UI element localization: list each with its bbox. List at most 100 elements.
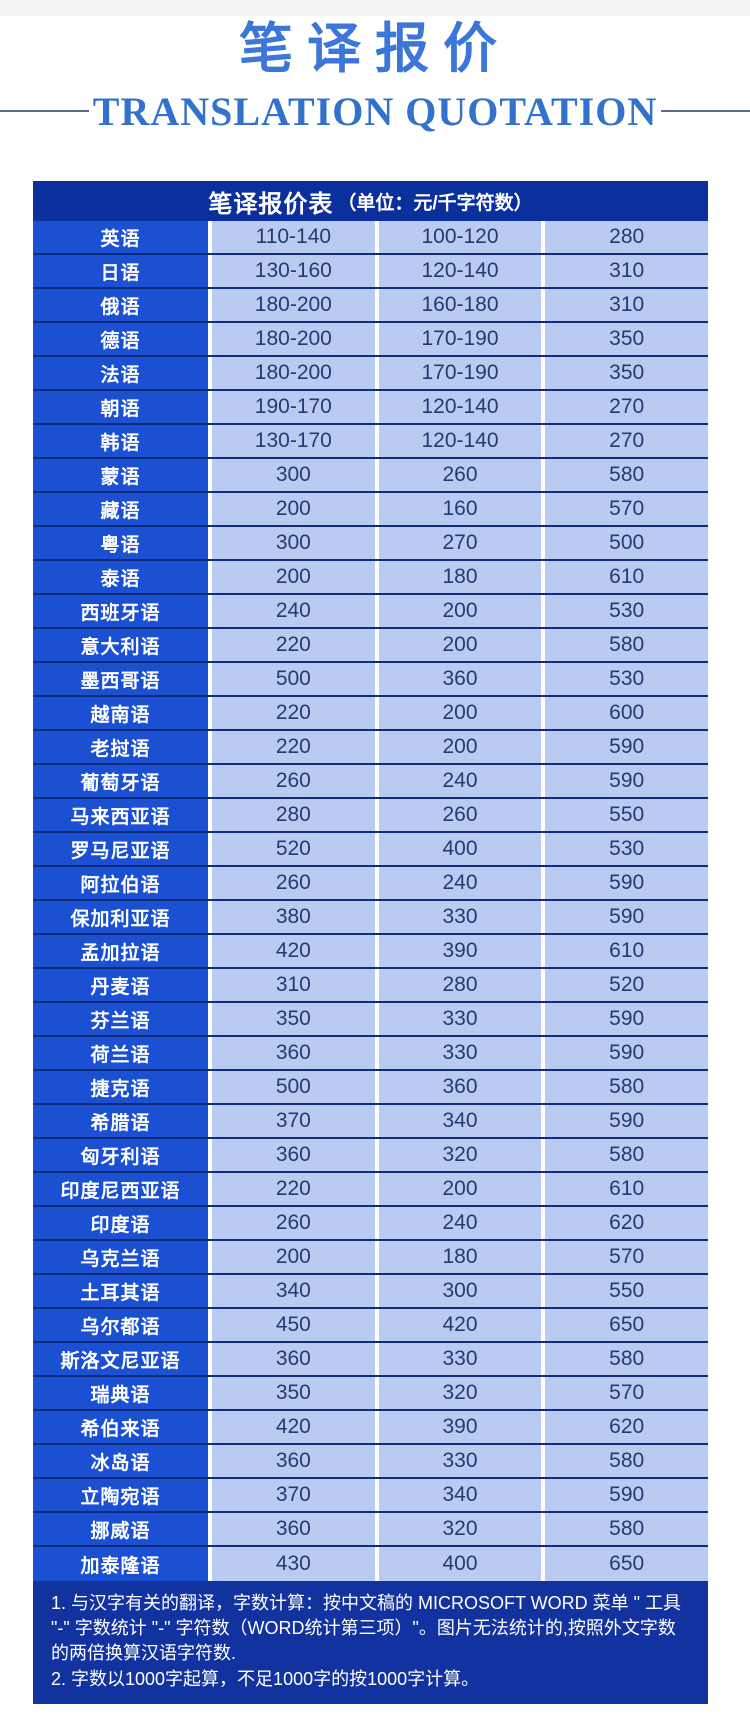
language-cell: 老挝语 — [33, 731, 212, 763]
table-row: 斯洛文尼亚语 360 330 580 — [33, 1343, 709, 1377]
price-cell-2: 390 — [378, 935, 546, 967]
table-row: 法语 180-200 170-190 350 — [33, 357, 709, 391]
table-header-title: 笔译报价表 — [208, 190, 334, 218]
price-cell-2: 270 — [378, 527, 546, 559]
price-cell-1: 450 — [212, 1309, 379, 1341]
table-row: 冰岛语 360 330 580 — [33, 1445, 709, 1479]
price-cell-1: 240 — [212, 595, 379, 627]
price-cell-3: 590 — [545, 1479, 709, 1511]
note-item: 2. 字数以1000字起算，不足1000字的按1000字计算。 — [51, 1668, 480, 1689]
price-cell-2: 300 — [378, 1275, 546, 1307]
table-row: 荷兰语 360 330 590 — [33, 1037, 709, 1071]
price-cell-3: 580 — [545, 1139, 709, 1171]
language-cell: 粤语 — [33, 527, 212, 559]
language-cell: 冰岛语 — [33, 1445, 212, 1477]
language-cell: 匈牙利语 — [33, 1139, 212, 1171]
table-row: 朝语 190-170 120-140 270 — [33, 391, 709, 425]
table-row: 土耳其语 340 300 550 — [33, 1275, 709, 1309]
price-cell-1: 130-160 — [212, 255, 379, 287]
price-cell-3: 580 — [545, 629, 709, 661]
language-cell: 德语 — [33, 323, 212, 355]
price-cell-1: 310 — [212, 969, 379, 1001]
price-cell-2: 400 — [378, 1547, 546, 1581]
language-cell: 日语 — [33, 255, 212, 287]
price-cell-1: 200 — [212, 561, 379, 593]
price-cell-1: 420 — [212, 935, 379, 967]
language-cell: 俄语 — [33, 289, 212, 321]
price-cell-3: 310 — [545, 255, 709, 287]
price-cell-3: 580 — [545, 1513, 709, 1545]
language-cell: 印度语 — [33, 1207, 212, 1239]
table-row: 丹麦语 310 280 520 — [33, 969, 709, 1003]
price-cell-1: 380 — [212, 901, 379, 933]
price-cell-2: 360 — [378, 1071, 546, 1103]
price-cell-2: 280 — [378, 969, 546, 1001]
table-row: 日语 130-160 120-140 310 — [33, 255, 709, 289]
language-cell: 土耳其语 — [33, 1275, 212, 1307]
table-header-unit: （单位：元/千字符数） — [337, 192, 533, 214]
price-cell-3: 590 — [545, 867, 709, 899]
price-cell-3: 650 — [545, 1309, 709, 1341]
table-row: 泰语 200 180 610 — [33, 561, 709, 595]
price-cell-3: 310 — [545, 289, 709, 321]
table-row: 保加利亚语 380 330 590 — [33, 901, 709, 935]
language-cell: 保加利亚语 — [33, 901, 212, 933]
table-row: 乌尔都语 450 420 650 — [33, 1309, 709, 1343]
price-cell-3: 610 — [545, 935, 709, 967]
language-cell: 丹麦语 — [33, 969, 212, 1001]
price-cell-1: 180-200 — [212, 289, 379, 321]
price-cell-3: 590 — [545, 1037, 709, 1069]
price-cell-1: 300 — [212, 527, 379, 559]
price-cell-2: 180 — [378, 561, 546, 593]
price-cell-1: 370 — [212, 1105, 379, 1137]
table-row: 粤语 300 270 500 — [33, 527, 709, 561]
language-cell: 挪威语 — [33, 1513, 212, 1545]
price-cell-1: 220 — [212, 731, 379, 763]
price-cell-2: 170-190 — [378, 323, 546, 355]
price-cell-3: 590 — [545, 901, 709, 933]
table-row: 西班牙语 240 200 530 — [33, 595, 709, 629]
price-cell-1: 260 — [212, 867, 379, 899]
note-item: 1. 与汉字有关的翻译，字数计算：按中文稿的 MICROSOFT WORD 菜单… — [51, 1593, 682, 1664]
price-cell-3: 500 — [545, 527, 709, 559]
price-cell-1: 300 — [212, 459, 379, 491]
language-cell: 希伯来语 — [33, 1411, 212, 1443]
price-cell-2: 260 — [378, 459, 546, 491]
language-cell: 越南语 — [33, 697, 212, 729]
table-row: 罗马尼亚语 520 400 530 — [33, 833, 709, 867]
price-cell-3: 590 — [545, 1105, 709, 1137]
language-cell: 朝语 — [33, 391, 212, 423]
price-cell-2: 340 — [378, 1105, 546, 1137]
price-cell-1: 360 — [212, 1513, 379, 1545]
table-row: 乌克兰语 200 180 570 — [33, 1241, 709, 1275]
price-cell-1: 280 — [212, 799, 379, 831]
language-cell: 蒙语 — [33, 459, 212, 491]
language-cell: 乌克兰语 — [33, 1241, 212, 1273]
price-cell-2: 360 — [378, 663, 546, 695]
price-cell-1: 200 — [212, 493, 379, 525]
price-cell-3: 520 — [545, 969, 709, 1001]
language-cell: 希腊语 — [33, 1105, 212, 1137]
table-row: 孟加拉语 420 390 610 — [33, 935, 709, 969]
price-cell-1: 130-170 — [212, 425, 379, 457]
language-cell: 瑞典语 — [33, 1377, 212, 1409]
language-cell: 印度尼西亚语 — [33, 1173, 212, 1205]
price-cell-3: 610 — [545, 561, 709, 593]
table-row: 匈牙利语 360 320 580 — [33, 1139, 709, 1173]
price-cell-2: 240 — [378, 1207, 546, 1239]
price-cell-3: 600 — [545, 697, 709, 729]
price-cell-2: 320 — [378, 1513, 546, 1545]
language-cell: 斯洛文尼亚语 — [33, 1343, 212, 1375]
language-cell: 英语 — [33, 221, 212, 253]
price-cell-1: 360 — [212, 1343, 379, 1375]
table-row: 阿拉伯语 260 240 590 — [33, 867, 709, 901]
price-cell-2: 240 — [378, 765, 546, 797]
price-cell-1: 430 — [212, 1547, 379, 1581]
price-cell-3: 270 — [545, 425, 709, 457]
language-cell: 法语 — [33, 357, 212, 389]
price-cell-1: 260 — [212, 765, 379, 797]
price-cell-3: 580 — [545, 1343, 709, 1375]
price-cell-2: 330 — [378, 1343, 546, 1375]
price-cell-2: 120-140 — [378, 425, 546, 457]
table-row: 希伯来语 420 390 620 — [33, 1411, 709, 1445]
